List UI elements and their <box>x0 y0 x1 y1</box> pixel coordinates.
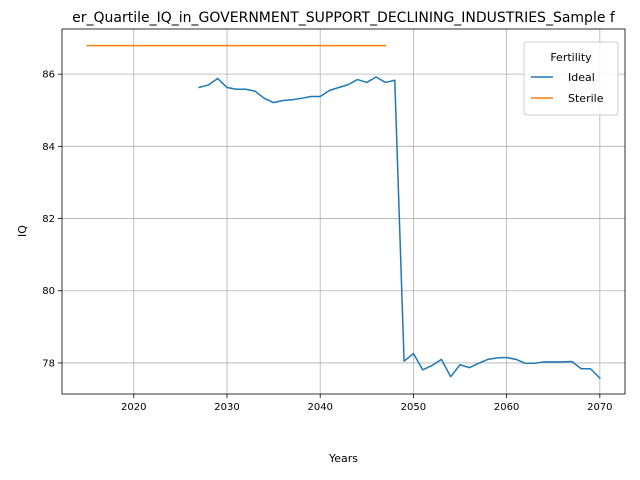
y-tick-label: 78 <box>42 358 55 369</box>
x-tick-label: 2030 <box>214 402 239 413</box>
x-tick-label: 2050 <box>401 402 426 413</box>
y-tick-label: 86 <box>42 70 55 81</box>
series-lines <box>86 44 601 380</box>
y-tick-label: 82 <box>42 214 55 225</box>
legend-label-ideal: Ideal <box>568 71 595 84</box>
x-tick-label: 2020 <box>121 402 146 413</box>
x-axis-label: Years <box>328 452 358 465</box>
legend: Fertility Ideal Sterile <box>523 41 619 116</box>
y-tick-label: 84 <box>42 142 55 153</box>
legend-items: Ideal Sterile <box>531 71 604 105</box>
series-line-ideal <box>198 76 601 380</box>
legend-label-sterile: Sterile <box>568 92 604 105</box>
legend-box <box>523 41 619 116</box>
y-axis-label: IQ <box>16 225 29 237</box>
legend-title: Fertility <box>550 51 592 64</box>
chart-title: er_Quartile_IQ_in_GOVERNMENT_SUPPORT_DEC… <box>72 10 616 26</box>
y-tick-label: 80 <box>42 286 55 297</box>
x-tick-label: 2040 <box>307 402 332 413</box>
x-tick-label: 2070 <box>587 402 612 413</box>
axis-ticks: 2020 2030 2040 2050 2060 2070 78 80 82 84 86 <box>42 70 612 413</box>
plot-frame <box>61 28 626 395</box>
x-tick-label: 2060 <box>494 402 519 413</box>
